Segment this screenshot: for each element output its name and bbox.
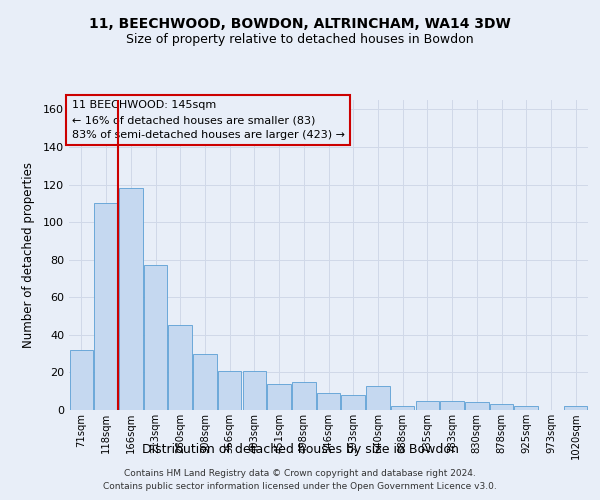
Bar bbox=[218, 370, 241, 410]
Bar bbox=[341, 395, 365, 410]
Text: Distribution of detached houses by size in Bowdon: Distribution of detached houses by size … bbox=[142, 444, 458, 456]
Bar bbox=[242, 370, 266, 410]
Bar bbox=[391, 406, 415, 410]
Text: 11, BEECHWOOD, BOWDON, ALTRINCHAM, WA14 3DW: 11, BEECHWOOD, BOWDON, ALTRINCHAM, WA14 … bbox=[89, 18, 511, 32]
Text: Contains public sector information licensed under the Open Government Licence v3: Contains public sector information licen… bbox=[103, 482, 497, 491]
Text: Contains HM Land Registry data © Crown copyright and database right 2024.: Contains HM Land Registry data © Crown c… bbox=[124, 468, 476, 477]
Bar bbox=[514, 406, 538, 410]
Bar bbox=[169, 326, 192, 410]
Bar bbox=[70, 350, 93, 410]
Bar bbox=[119, 188, 143, 410]
Bar bbox=[366, 386, 389, 410]
Bar bbox=[317, 393, 340, 410]
Text: Size of property relative to detached houses in Bowdon: Size of property relative to detached ho… bbox=[126, 32, 474, 46]
Bar bbox=[564, 406, 587, 410]
Text: 11 BEECHWOOD: 145sqm
← 16% of detached houses are smaller (83)
83% of semi-detac: 11 BEECHWOOD: 145sqm ← 16% of detached h… bbox=[71, 100, 344, 140]
Bar bbox=[490, 404, 513, 410]
Bar bbox=[193, 354, 217, 410]
Bar bbox=[94, 204, 118, 410]
Bar bbox=[292, 382, 316, 410]
Bar bbox=[440, 400, 464, 410]
Bar bbox=[465, 402, 488, 410]
Y-axis label: Number of detached properties: Number of detached properties bbox=[22, 162, 35, 348]
Bar bbox=[416, 400, 439, 410]
Bar bbox=[144, 266, 167, 410]
Bar bbox=[268, 384, 291, 410]
